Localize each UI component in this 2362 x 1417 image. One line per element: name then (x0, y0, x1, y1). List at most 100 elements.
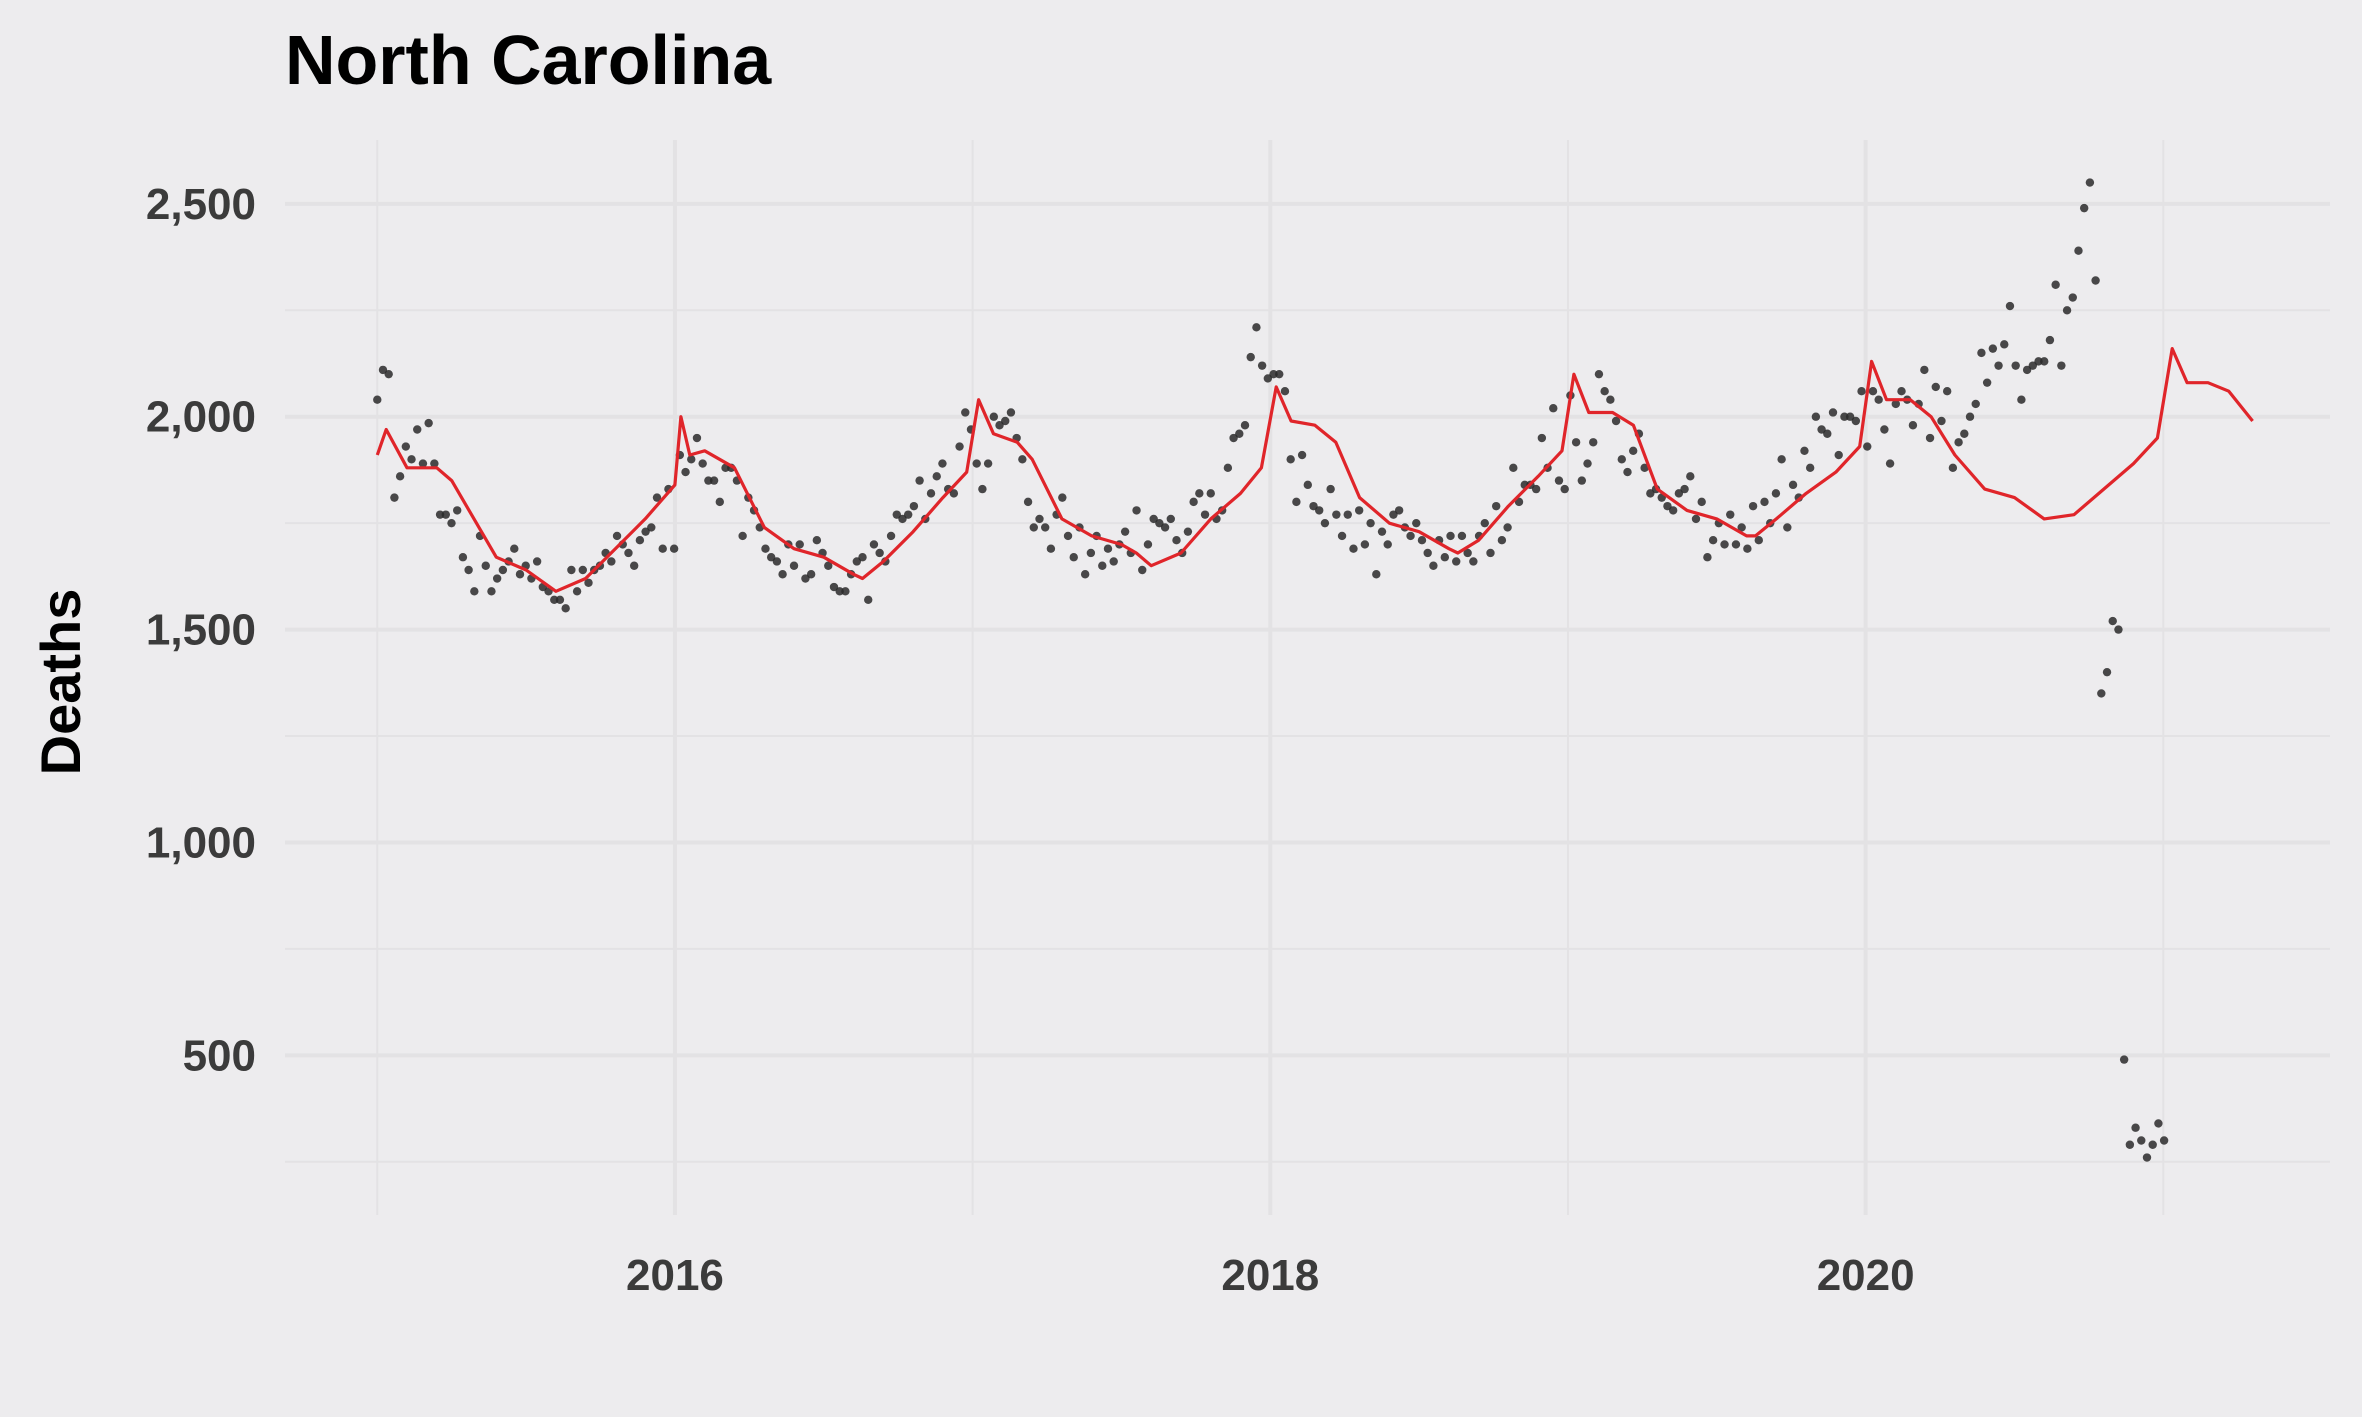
data-point (1252, 323, 1261, 332)
data-point (972, 459, 981, 468)
data-point (641, 527, 650, 536)
data-point (961, 408, 970, 417)
data-point (983, 459, 993, 468)
data-point (629, 561, 639, 570)
data-point (738, 531, 747, 541)
y-tick-label: 1,500 (146, 606, 256, 655)
data-point (1149, 514, 1158, 524)
data-point (1680, 484, 1689, 494)
data-point (681, 467, 690, 477)
data-point (1366, 518, 1375, 528)
data-point (1703, 553, 1712, 562)
data-point (869, 540, 879, 549)
data-point (1195, 489, 1204, 498)
data-point (772, 557, 782, 566)
data-point (1080, 570, 1090, 579)
data-point (1920, 365, 1929, 375)
data-point (487, 587, 496, 596)
data-point (1332, 510, 1341, 519)
y-axis-tick-labels: 500 1,000 1,500 2,000 2,500 (146, 180, 256, 1080)
data-point (1623, 467, 1632, 477)
data-point (1223, 463, 1233, 473)
data-point (481, 561, 490, 570)
data-point (1377, 527, 1387, 536)
data-point (413, 425, 422, 434)
data-point (789, 561, 799, 570)
data-point (824, 561, 833, 570)
data-point (1120, 527, 1130, 536)
data-point (1617, 455, 1626, 464)
data-point (2148, 1140, 2157, 1149)
data-point (492, 574, 502, 583)
data-point (1874, 395, 1883, 404)
data-point (2114, 625, 2123, 634)
data-point (1788, 480, 1798, 490)
data-point (1720, 540, 1729, 549)
data-point (1006, 408, 1016, 417)
data-point (1354, 506, 1364, 515)
y-tick-label: 2,000 (146, 393, 256, 442)
data-point (1041, 523, 1050, 532)
data-point (498, 565, 508, 575)
data-point (378, 365, 388, 375)
data-point (995, 421, 1004, 430)
trend-line (375, 347, 2254, 593)
data-point (1726, 510, 1735, 519)
data-point (1303, 480, 1313, 490)
data-point (978, 484, 987, 494)
data-point (1320, 518, 1330, 528)
data-point (1800, 446, 1809, 455)
data-point (1469, 557, 1478, 566)
data-point (2022, 365, 2032, 375)
data-point (1463, 548, 1472, 558)
data-point (2119, 1055, 2129, 1064)
data-point (384, 369, 393, 379)
data-point (1486, 548, 1495, 558)
x-axis-tick-labels: 2016 2018 2020 (626, 1251, 1915, 1300)
data-point (1754, 535, 1763, 545)
data-point (1674, 489, 1684, 498)
data-point (1206, 489, 1215, 498)
data-point (1326, 484, 1335, 494)
data-point (2028, 361, 2038, 370)
data-point (647, 523, 656, 532)
data-point (1286, 455, 1295, 464)
data-point (510, 544, 519, 553)
data-point (955, 442, 964, 451)
data-point (407, 455, 416, 464)
data-point (1851, 416, 1861, 426)
data-point (401, 442, 411, 451)
data-point (1046, 544, 1056, 553)
data-point (1994, 361, 2003, 370)
x-tick-label: 2016 (626, 1251, 724, 1300)
data-point (607, 557, 616, 566)
data-point (795, 540, 804, 549)
data-point (1571, 438, 1581, 447)
data-point (1594, 369, 1604, 379)
data-point (441, 510, 450, 519)
data-point (1389, 510, 1398, 519)
data-point (652, 493, 662, 502)
data-point (658, 544, 667, 553)
data-point (1743, 544, 1752, 553)
y-axis-label: Deaths (29, 589, 92, 776)
data-point (1828, 408, 1838, 417)
data-point (778, 570, 787, 579)
data-point (1589, 438, 1598, 447)
data-point (1349, 544, 1358, 553)
data-point (1509, 463, 1518, 473)
data-point (1960, 429, 1969, 438)
data-point (1440, 553, 1450, 562)
data-point (453, 506, 462, 515)
data-point (858, 553, 867, 562)
data-point (1166, 514, 1175, 524)
data-point (1611, 416, 1621, 426)
data-point (532, 557, 542, 566)
data-point (430, 459, 439, 468)
data-point (1315, 506, 1324, 515)
data-point (2045, 335, 2055, 345)
data-point (1686, 472, 1695, 481)
data-point (1189, 497, 1198, 507)
data-point (1200, 510, 1210, 519)
